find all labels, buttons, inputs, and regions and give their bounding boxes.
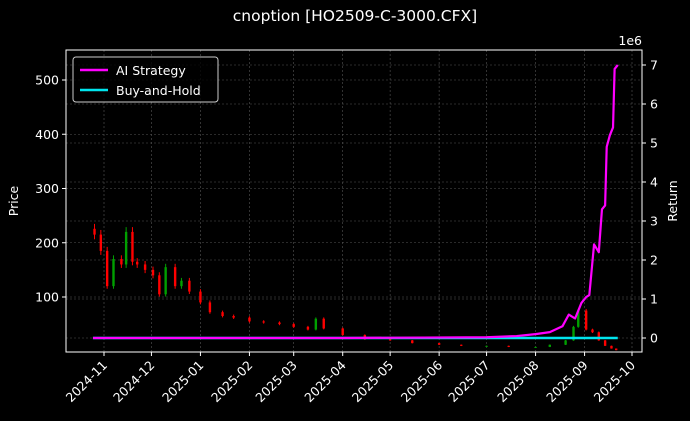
x-tick-label: 2025-04 <box>301 357 349 405</box>
y2-tick-label: 2 <box>650 253 658 268</box>
x-tick-label: 2024-12 <box>110 358 158 406</box>
x-tick-label: 2025-09 <box>543 357 591 405</box>
candle-body <box>143 264 147 270</box>
candle-body <box>158 275 161 295</box>
candle-body <box>306 326 310 330</box>
candle-body <box>188 280 191 292</box>
candle-body <box>322 318 325 329</box>
candle-body <box>411 340 414 344</box>
chart-title: cnoption [HO2509-C-3000.CFX] <box>232 7 478 25</box>
y2-axis-label: Return <box>665 180 680 221</box>
ai-strategy-line <box>92 64 619 340</box>
candle-body <box>173 267 177 287</box>
legend-box <box>72 56 219 103</box>
x-tick-label: 2025-05 <box>349 358 397 406</box>
candle-body <box>591 329 594 333</box>
legend-buy-and-hold-label: Buy-and-Hold <box>116 83 201 98</box>
candle-body <box>262 321 265 323</box>
candle-body <box>485 345 488 347</box>
candle-body <box>120 259 123 265</box>
x-tick-label: 2025-06 <box>398 357 446 405</box>
x-tick-label: 2025-07 <box>445 358 493 406</box>
candle-body <box>460 344 463 346</box>
candle-body <box>564 340 567 345</box>
y-tick-label: 400 <box>35 127 59 142</box>
candle-body <box>597 332 601 341</box>
candle-body <box>388 339 392 341</box>
y2-tick-label: 1 <box>650 292 658 307</box>
candle-body <box>99 234 103 251</box>
candle-body <box>314 318 318 330</box>
candle-body <box>199 291 202 303</box>
candle-body <box>135 261 139 265</box>
legend-ai-strategy-label: AI Strategy <box>116 63 186 78</box>
y-axis-left-ticks: 100 200 300 400 500 <box>35 73 66 305</box>
x-tick-label: 2025-10 <box>591 357 639 405</box>
candle-body <box>248 317 251 322</box>
candle-body <box>341 328 344 335</box>
y-tick-label: 300 <box>35 181 59 196</box>
candle-body <box>112 259 115 287</box>
x-tick-label: 2025-01 <box>159 358 207 406</box>
y2-tick-label: 0 <box>650 331 658 346</box>
candle-body <box>577 310 580 327</box>
candle-body <box>507 345 510 347</box>
candle-body <box>124 231 128 265</box>
candle-body <box>614 348 618 351</box>
candle-body <box>232 315 235 318</box>
candle-body <box>292 324 295 327</box>
y-tick-label: 200 <box>35 235 59 250</box>
candle-body <box>180 280 183 287</box>
y2-tick-label: 6 <box>650 97 658 112</box>
candle-body <box>584 310 588 330</box>
y2-tick-label: 7 <box>650 58 658 73</box>
candle-body <box>610 345 613 349</box>
y-tick-label: 100 <box>35 290 59 305</box>
candle-body <box>93 228 96 235</box>
x-tick-label: 2024-11 <box>63 358 111 406</box>
candle-body <box>603 340 607 346</box>
candlestick-series <box>93 223 618 351</box>
legend: AI Strategy Buy-and-Hold <box>72 56 219 103</box>
candle-body <box>208 302 212 313</box>
candle-body <box>278 322 281 325</box>
y-axis-right-ticks: 0 1 2 3 4 5 6 7 <box>642 58 658 346</box>
candle-body <box>221 312 224 316</box>
y2-tick-label: 3 <box>650 214 658 229</box>
y2-offset-text: 1e6 <box>618 33 642 48</box>
candle-body <box>131 231 134 262</box>
candle-body <box>548 344 551 347</box>
candle-body <box>572 326 575 341</box>
y2-tick-label: 5 <box>650 136 658 151</box>
candle-body <box>437 343 441 345</box>
line-series <box>92 64 619 340</box>
candle-body <box>534 346 537 348</box>
candle-body <box>105 250 109 287</box>
plot-frame <box>65 49 643 353</box>
x-tick-label: 2025-08 <box>494 357 542 405</box>
x-tick-label: 2025-03 <box>252 358 300 406</box>
y-axis-label: Price <box>6 185 21 216</box>
candle-body <box>164 267 167 295</box>
candle-body <box>151 269 155 276</box>
y-tick-label: 500 <box>35 73 59 88</box>
x-tick-label: 2025-02 <box>208 358 256 406</box>
y2-tick-label: 4 <box>650 175 658 190</box>
